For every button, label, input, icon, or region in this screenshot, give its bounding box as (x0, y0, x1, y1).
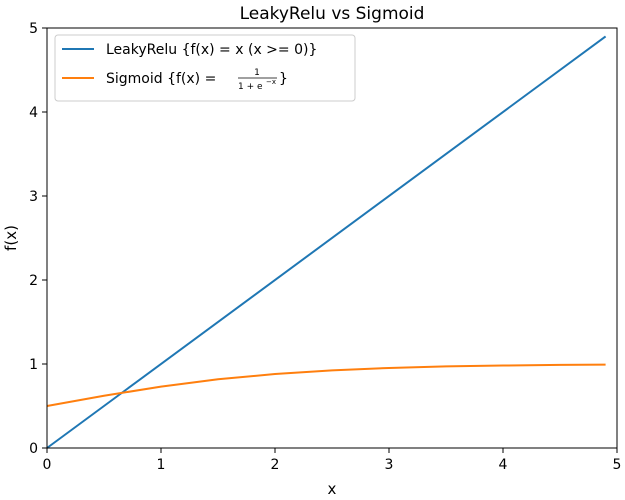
x-axis-label: x (328, 480, 337, 498)
x-tick-label: 4 (499, 457, 508, 473)
y-tick-label: 0 (29, 441, 38, 457)
x-tick-label: 3 (385, 457, 394, 473)
legend-sigmoid-denominator: 1 + e (238, 82, 263, 92)
plot-frame (46, 27, 618, 449)
x-tick-label: 1 (157, 457, 166, 473)
legend-sigmoid-prefix: Sigmoid {f(x) = (106, 71, 216, 87)
y-tick-label: 4 (29, 105, 38, 121)
y-tick-label: 1 (29, 357, 38, 373)
y-tick-label: 5 (29, 21, 38, 37)
ticks-layer: 0 1 2 3 4 5 0 1 2 3 4 5 (29, 21, 621, 473)
legend-box (54, 34, 356, 102)
x-tick-label: 0 (43, 457, 52, 473)
series-line-sigmoid (46, 363, 606, 407)
series-layer (46, 35, 607, 449)
chart-title: LeakyRelu vs Sigmoid (240, 4, 425, 24)
legend-label-sigmoid: Sigmoid {f(x) = (106, 71, 216, 87)
legend-sigmoid-suffix: } (279, 71, 288, 87)
x-tick-label: 2 (271, 457, 280, 473)
y-tick-label: 2 (29, 273, 38, 289)
legend-sigmoid-exponent: −x (266, 78, 276, 86)
series-line-leakyrelu (46, 35, 607, 449)
legend-label-leakyrelu: LeakyRelu {f(x) = x (x >= 0)} (106, 42, 317, 58)
y-axis-label: f(x) (2, 225, 20, 251)
legend-sigmoid-numerator: 1 (254, 68, 260, 78)
legend: LeakyRelu {f(x) = x (x >= 0)} Sigmoid {f… (54, 34, 356, 102)
x-tick-label: 5 (613, 457, 622, 473)
y-tick-label: 3 (29, 189, 38, 205)
